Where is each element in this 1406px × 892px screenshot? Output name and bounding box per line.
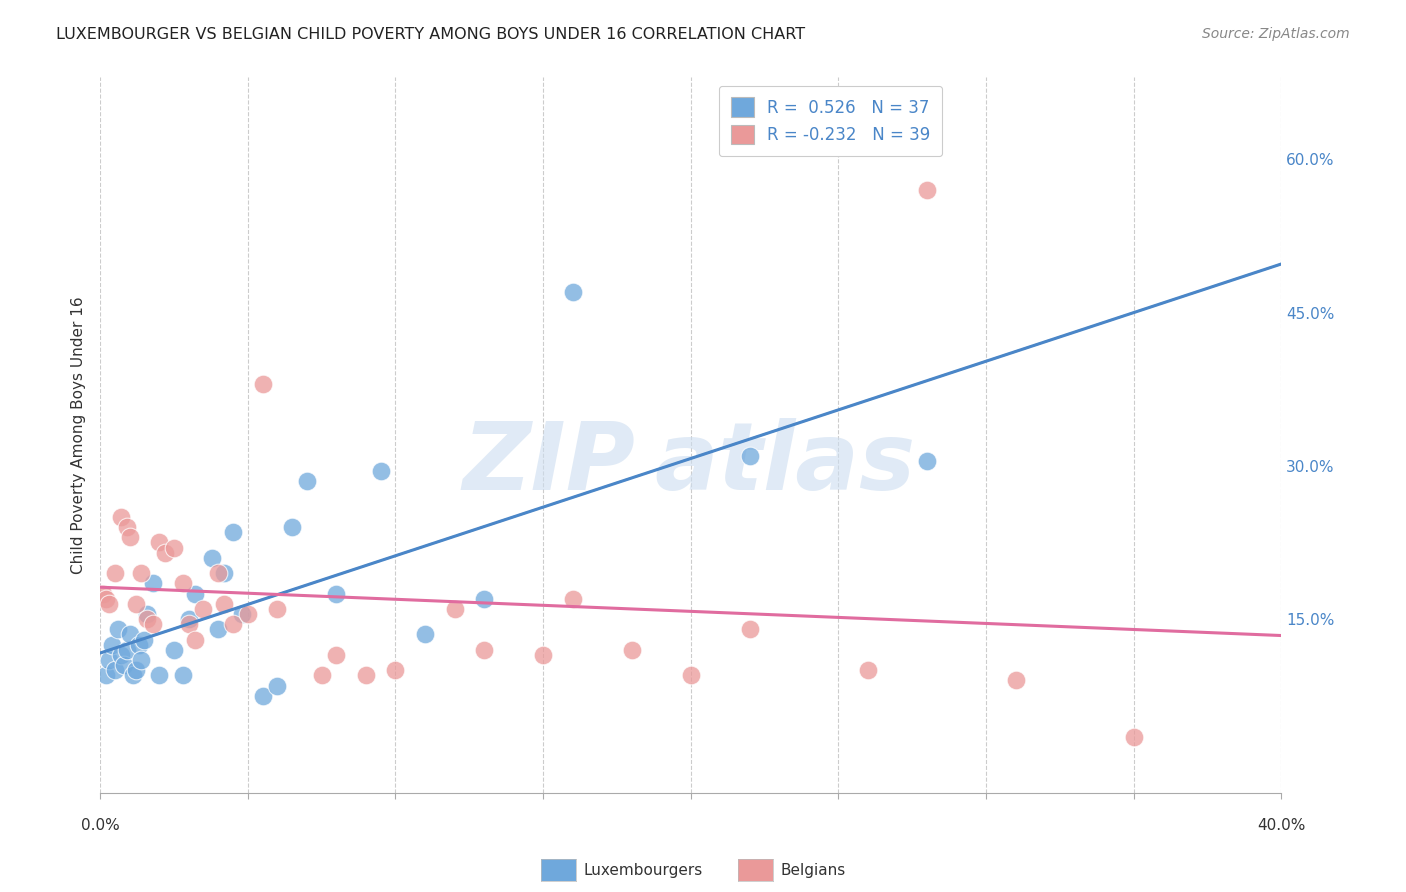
Text: ZIP: ZIP: [463, 417, 636, 509]
Point: [295, 474, 318, 488]
Point: [118, 530, 141, 544]
Point: [620, 642, 643, 657]
Point: [91, 586, 114, 600]
Point: [110, 648, 132, 662]
Point: [915, 453, 938, 467]
Text: Luxembourgers: Luxembourgers: [583, 863, 703, 878]
Point: [124, 663, 146, 677]
Point: [1004, 673, 1026, 688]
Text: Source: ZipAtlas.com: Source: ZipAtlas.com: [1202, 27, 1350, 41]
Point: [1122, 730, 1144, 744]
Point: [738, 623, 761, 637]
Point: [136, 612, 159, 626]
Point: [104, 566, 127, 581]
Point: [281, 520, 304, 534]
Point: [148, 535, 170, 549]
Point: [163, 541, 186, 555]
Point: [266, 679, 288, 693]
Point: [183, 632, 205, 647]
Point: [101, 638, 124, 652]
Point: [107, 623, 129, 637]
Point: [212, 597, 235, 611]
Point: [118, 627, 141, 641]
Point: [915, 183, 938, 197]
Point: [110, 510, 132, 524]
Point: [252, 377, 274, 392]
Point: [236, 607, 259, 621]
Point: [98, 597, 121, 611]
Point: [561, 591, 583, 606]
Point: [124, 597, 146, 611]
Point: [679, 668, 702, 682]
Point: [153, 546, 176, 560]
Text: 0.0%: 0.0%: [80, 819, 120, 833]
Point: [94, 668, 117, 682]
Point: [94, 591, 117, 606]
Point: [222, 617, 245, 632]
Text: atlas: atlas: [655, 417, 915, 509]
Point: [134, 632, 156, 647]
Text: Belgians: Belgians: [780, 863, 845, 878]
Point: [354, 668, 377, 682]
Point: [738, 449, 761, 463]
Legend: R =  0.526   N = 37, R = -0.232   N = 39: R = 0.526 N = 37, R = -0.232 N = 39: [718, 86, 942, 156]
Point: [115, 642, 138, 657]
Point: [148, 668, 170, 682]
Point: [98, 653, 121, 667]
Point: [561, 285, 583, 299]
Point: [413, 627, 436, 641]
Point: [121, 668, 143, 682]
Point: [212, 566, 235, 581]
Point: [183, 586, 205, 600]
Point: [201, 550, 224, 565]
Text: 40.0%: 40.0%: [1257, 819, 1306, 833]
Point: [531, 648, 554, 662]
Point: [370, 464, 392, 478]
Point: [172, 576, 194, 591]
Point: [252, 689, 274, 703]
Point: [131, 653, 153, 667]
Point: [207, 623, 229, 637]
Point: [472, 591, 495, 606]
Point: [163, 642, 186, 657]
Point: [104, 663, 127, 677]
Point: [443, 602, 465, 616]
Point: [112, 658, 135, 673]
Point: [266, 602, 288, 616]
Point: [207, 566, 229, 581]
Point: [311, 668, 333, 682]
Point: [193, 602, 215, 616]
Point: [177, 612, 200, 626]
Y-axis label: Child Poverty Among Boys Under 16: Child Poverty Among Boys Under 16: [72, 296, 86, 574]
Point: [142, 576, 165, 591]
Point: [177, 617, 200, 632]
Point: [222, 525, 245, 540]
Point: [128, 638, 150, 652]
Point: [472, 642, 495, 657]
Point: [115, 520, 138, 534]
Point: [136, 607, 159, 621]
Text: LUXEMBOURGER VS BELGIAN CHILD POVERTY AMONG BOYS UNDER 16 CORRELATION CHART: LUXEMBOURGER VS BELGIAN CHILD POVERTY AM…: [56, 27, 806, 42]
Point: [325, 648, 347, 662]
Point: [231, 607, 253, 621]
Point: [131, 566, 153, 581]
Point: [172, 668, 194, 682]
Point: [325, 586, 347, 600]
Point: [384, 663, 406, 677]
Point: [142, 617, 165, 632]
Point: [856, 663, 879, 677]
